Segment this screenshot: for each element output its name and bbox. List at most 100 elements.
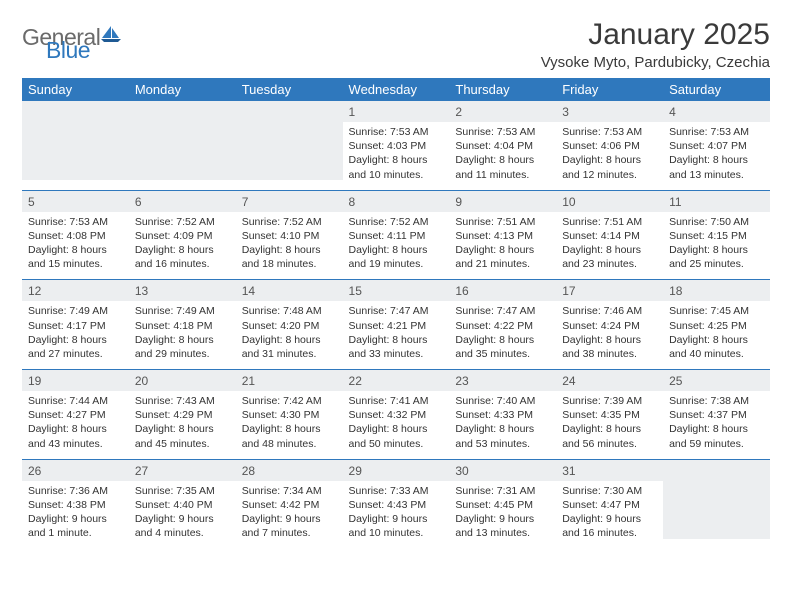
day-number: 14 (236, 280, 343, 301)
sunrise-line: Sunrise: 7:53 AM (28, 215, 123, 229)
day-body: Sunrise: 7:52 AMSunset: 4:09 PMDaylight:… (129, 212, 236, 280)
sunrise-line: Sunrise: 7:50 AM (669, 215, 764, 229)
day-number (236, 101, 343, 122)
day-body (129, 122, 236, 180)
daylight-line-1: Daylight: 9 hours (562, 512, 657, 526)
dow-tuesday: Tuesday (236, 78, 343, 101)
day-number: 31 (556, 460, 663, 481)
sunrise-line: Sunrise: 7:49 AM (135, 304, 230, 318)
daylight-line-2: and 1 minute. (28, 526, 123, 540)
daylight-line-1: Daylight: 9 hours (349, 512, 444, 526)
day-number: 16 (449, 280, 556, 301)
daylight-line-2: and 56 minutes. (562, 437, 657, 451)
calendar-day-cell: 12Sunrise: 7:49 AMSunset: 4:17 PMDayligh… (22, 280, 129, 370)
calendar-day-cell: 4Sunrise: 7:53 AMSunset: 4:07 PMDaylight… (663, 101, 770, 190)
calendar-week-row: 26Sunrise: 7:36 AMSunset: 4:38 PMDayligh… (22, 459, 770, 548)
daylight-line-1: Daylight: 8 hours (669, 333, 764, 347)
day-body: Sunrise: 7:38 AMSunset: 4:37 PMDaylight:… (663, 391, 770, 459)
dow-saturday: Saturday (663, 78, 770, 101)
sunset-line: Sunset: 4:45 PM (455, 498, 550, 512)
daylight-line-2: and 12 minutes. (562, 168, 657, 182)
dow-thursday: Thursday (449, 78, 556, 101)
sunset-line: Sunset: 4:11 PM (349, 229, 444, 243)
day-number: 5 (22, 191, 129, 212)
daylight-line-1: Daylight: 8 hours (562, 243, 657, 257)
sunrise-line: Sunrise: 7:41 AM (349, 394, 444, 408)
sunrise-line: Sunrise: 7:36 AM (28, 484, 123, 498)
day-body: Sunrise: 7:49 AMSunset: 4:18 PMDaylight:… (129, 301, 236, 369)
calendar-day-cell (236, 101, 343, 190)
daylight-line-1: Daylight: 8 hours (242, 333, 337, 347)
calendar-day-cell: 26Sunrise: 7:36 AMSunset: 4:38 PMDayligh… (22, 459, 129, 548)
sunset-line: Sunset: 4:32 PM (349, 408, 444, 422)
daylight-line-2: and 27 minutes. (28, 347, 123, 361)
sunrise-line: Sunrise: 7:46 AM (562, 304, 657, 318)
day-number: 13 (129, 280, 236, 301)
daylight-line-1: Daylight: 9 hours (28, 512, 123, 526)
daylight-line-2: and 59 minutes. (669, 437, 764, 451)
daylight-line-1: Daylight: 9 hours (135, 512, 230, 526)
calendar-day-cell (663, 459, 770, 548)
sunset-line: Sunset: 4:09 PM (135, 229, 230, 243)
daylight-line-2: and 13 minutes. (669, 168, 764, 182)
calendar-week-row: 5 Sunrise: 7:53 AMSunset: 4:08 PM Daylight… (22, 190, 770, 280)
day-number: 20 (129, 370, 236, 391)
calendar-day-cell: 16Sunrise: 7:47 AMSunset: 4:22 PMDayligh… (449, 280, 556, 370)
sunset-line: Sunset: 4:33 PM (455, 408, 550, 422)
day-number: 22 (343, 370, 450, 391)
sunset-line: Sunset: 4:08 PM (28, 229, 123, 243)
sunset-line: Sunset: 4:10 PM (242, 229, 337, 243)
sunset-line: Sunset: 4:42 PM (242, 498, 337, 512)
daylight-line-2: and 13 minutes. (455, 526, 550, 540)
day-body: Sunrise: 7:53 AMSunset: 4:07 PMDaylight:… (663, 122, 770, 190)
day-number: 18 (663, 280, 770, 301)
day-body: Sunrise: 7:31 AMSunset: 4:45 PMDaylight:… (449, 481, 556, 549)
sunrise-line: Sunrise: 7:42 AM (242, 394, 337, 408)
calendar-day-cell: 28Sunrise: 7:34 AMSunset: 4:42 PMDayligh… (236, 459, 343, 548)
daylight-line-1: Daylight: 9 hours (455, 512, 550, 526)
daylight-line-1: Daylight: 8 hours (455, 422, 550, 436)
sunset-line: Sunset: 4:07 PM (669, 139, 764, 153)
dow-friday: Friday (556, 78, 663, 101)
sunrise-line: Sunrise: 7:40 AM (455, 394, 550, 408)
sunrise-line: Sunrise: 7:52 AM (242, 215, 337, 229)
day-body: Sunrise: 7:53 AMSunset: 4:06 PMDaylight:… (556, 122, 663, 190)
sunrise-line: Sunrise: 7:43 AM (135, 394, 230, 408)
daylight-line-1: Daylight: 8 hours (349, 333, 444, 347)
sunset-line: Sunset: 4:29 PM (135, 408, 230, 422)
sunset-line: Sunset: 4:22 PM (455, 319, 550, 333)
daylight-line-1: Daylight: 8 hours (349, 243, 444, 257)
day-number: 29 (343, 460, 450, 481)
day-number: 17 (556, 280, 663, 301)
calendar-week-row: 19Sunrise: 7:44 AMSunset: 4:27 PMDayligh… (22, 370, 770, 460)
day-body (236, 122, 343, 180)
day-body: Sunrise: 7:44 AMSunset: 4:27 PMDaylight:… (22, 391, 129, 459)
calendar-day-cell: 20Sunrise: 7:43 AMSunset: 4:29 PMDayligh… (129, 370, 236, 460)
sunrise-line: Sunrise: 7:52 AM (135, 215, 230, 229)
day-number: 25 (663, 370, 770, 391)
daylight-line-1: Daylight: 9 hours (242, 512, 337, 526)
day-body: Sunrise: 7:43 AMSunset: 4:29 PMDaylight:… (129, 391, 236, 459)
calendar-day-cell: 18Sunrise: 7:45 AMSunset: 4:25 PMDayligh… (663, 280, 770, 370)
sunrise-line: Sunrise: 7:52 AM (349, 215, 444, 229)
sunset-line: Sunset: 4:40 PM (135, 498, 230, 512)
daylight-line-1: Daylight: 8 hours (455, 243, 550, 257)
day-number: 8 (343, 191, 450, 212)
calendar-day-cell: 13Sunrise: 7:49 AMSunset: 4:18 PMDayligh… (129, 280, 236, 370)
day-number: 11 (663, 191, 770, 212)
logo-text-blue: Blue (22, 37, 90, 63)
daylight-line-2: and 23 minutes. (562, 257, 657, 271)
calendar-day-cell: 22Sunrise: 7:41 AMSunset: 4:32 PMDayligh… (343, 370, 450, 460)
daylight-line-1: Daylight: 8 hours (28, 422, 123, 436)
sunset-line: Sunset: 4:24 PM (562, 319, 657, 333)
sunset-line: Sunset: 4:14 PM (562, 229, 657, 243)
day-body: Sunrise: 7:30 AMSunset: 4:47 PMDaylight:… (556, 481, 663, 549)
sunrise-line: Sunrise: 7:48 AM (242, 304, 337, 318)
calendar-body: 1Sunrise: 7:53 AMSunset: 4:03 PMDaylight… (22, 101, 770, 548)
calendar-week-row: 12Sunrise: 7:49 AMSunset: 4:17 PMDayligh… (22, 280, 770, 370)
calendar-day-cell: 21Sunrise: 7:42 AMSunset: 4:30 PMDayligh… (236, 370, 343, 460)
sunrise-line: Sunrise: 7:38 AM (669, 394, 764, 408)
sunrise-line: Sunrise: 7:39 AM (562, 394, 657, 408)
sunset-line: Sunset: 4:13 PM (455, 229, 550, 243)
daylight-line-2: and 15 minutes. (28, 257, 123, 271)
